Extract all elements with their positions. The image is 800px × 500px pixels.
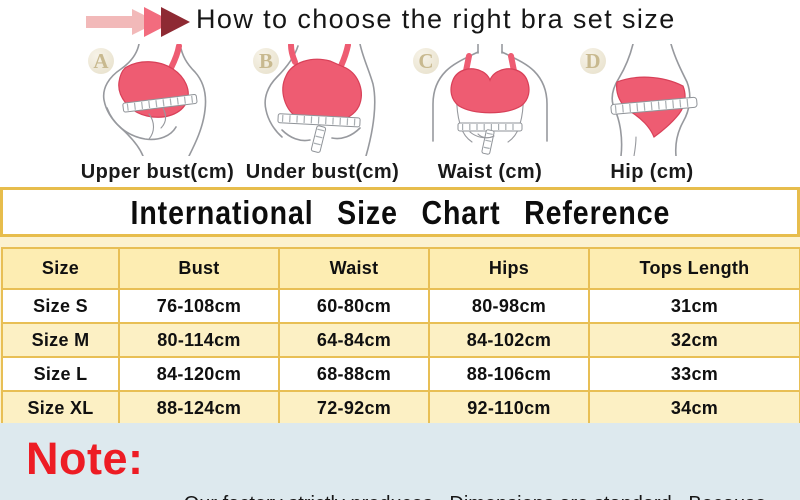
figure-c-label: Waist (cm) bbox=[437, 161, 543, 183]
cell-hips: 88-106cm bbox=[428, 356, 590, 392]
figure-under-bust: B Under bust(cm) bbox=[245, 44, 400, 184]
note-section: Note: Our factory strictly produces. Dim… bbox=[0, 423, 800, 500]
cell-tops-length: 31cm bbox=[588, 288, 800, 324]
table-row: Size L 84-120cm 68-88cm 88-106cm 33cm bbox=[1, 356, 800, 392]
figure-hip: D Hip (cm) bbox=[572, 44, 732, 184]
cell-size: Size L bbox=[1, 356, 120, 392]
hip-illustration bbox=[610, 44, 698, 156]
col-header-bust: Bust bbox=[118, 247, 280, 290]
figure-b-badge: B bbox=[253, 48, 279, 74]
note-line-1: Our factory strictly produces. Dimension… bbox=[158, 490, 792, 500]
triple-arrow-icon bbox=[86, 7, 190, 37]
under-bust-illustration bbox=[263, 44, 376, 156]
table-row: Size XL 88-124cm 72-92cm 92-110cm 34cm bbox=[1, 390, 800, 426]
cell-waist: 60-80cm bbox=[278, 288, 430, 324]
figure-a-badge: A bbox=[88, 48, 114, 74]
figure-c-badge: C bbox=[413, 48, 439, 74]
cell-size: Size XL bbox=[1, 390, 120, 426]
cell-waist: 68-88cm bbox=[278, 356, 430, 392]
figure-b-label: Under bust(cm) bbox=[245, 161, 400, 183]
figure-upper-bust: A Upper bust(cm) bbox=[80, 44, 235, 184]
cell-hips: 80-98cm bbox=[428, 288, 590, 324]
note-label: Note: bbox=[26, 433, 144, 484]
cell-tops-length: 34cm bbox=[588, 390, 800, 426]
col-header-hips: Hips bbox=[428, 247, 590, 290]
col-header-size: Size bbox=[1, 247, 120, 290]
cell-size: Size S bbox=[1, 288, 120, 324]
page-title: How to choose the right bra set size bbox=[196, 4, 676, 34]
cell-size: Size M bbox=[1, 322, 120, 358]
figure-d-badge: D bbox=[580, 48, 606, 74]
size-chart-banner-title: International Size Chart Reference bbox=[130, 193, 670, 232]
cell-bust: 80-114cm bbox=[118, 322, 280, 358]
figure-d-label: Hip (cm) bbox=[610, 161, 694, 183]
figure-a-label: Upper bust(cm) bbox=[80, 161, 235, 183]
table-row: Size M 80-114cm 64-84cm 84-102cm 32cm bbox=[1, 322, 800, 358]
size-chart-banner: International Size Chart Reference bbox=[0, 187, 800, 237]
cell-tops-length: 32cm bbox=[588, 322, 800, 358]
cell-bust: 88-124cm bbox=[118, 390, 280, 426]
cell-bust: 76-108cm bbox=[118, 288, 280, 324]
col-header-tops-length: Tops Length bbox=[588, 247, 800, 290]
cell-waist: 72-92cm bbox=[278, 390, 430, 426]
waist-illustration bbox=[431, 44, 548, 155]
size-chart-table: Size Bust Waist Hips Tops Length Size S … bbox=[1, 247, 800, 426]
col-header-waist: Waist bbox=[278, 247, 430, 290]
cell-hips: 92-110cm bbox=[428, 390, 590, 426]
cell-waist: 64-84cm bbox=[278, 322, 430, 358]
figure-waist: C Waist (cm) bbox=[405, 44, 575, 184]
cell-tops-length: 33cm bbox=[588, 356, 800, 392]
table-header-row: Size Bust Waist Hips Tops Length bbox=[1, 247, 800, 290]
note-text: Our factory strictly produces. Dimension… bbox=[158, 432, 792, 500]
cell-bust: 84-120cm bbox=[118, 356, 280, 392]
upper-bust-illustration bbox=[102, 44, 206, 156]
table-row: Size S 76-108cm 60-80cm 80-98cm 31cm bbox=[1, 288, 800, 324]
cell-hips: 84-102cm bbox=[428, 322, 590, 358]
